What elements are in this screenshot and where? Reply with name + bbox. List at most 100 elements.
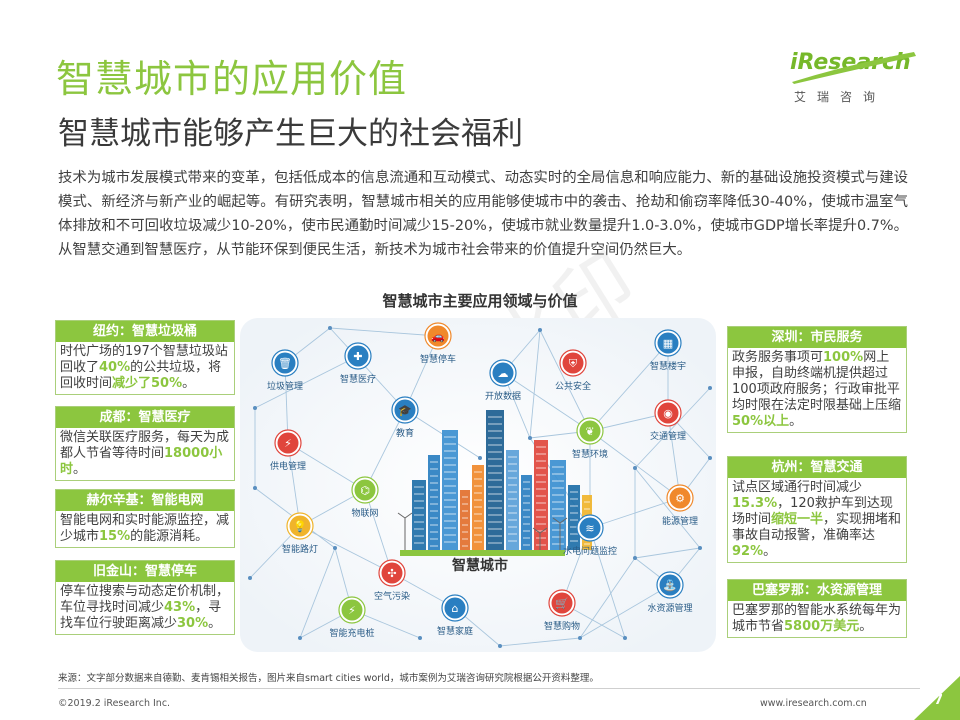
case-header: 旧金山：智慧停车 bbox=[56, 561, 234, 582]
cart-node: 🛒 智慧购物 bbox=[544, 589, 580, 632]
energy-node: ⚙ 能源管理 bbox=[662, 484, 698, 527]
footer-divider bbox=[58, 688, 920, 689]
case-card-shenzhen: 深圳：市民服务 政务服务事项可100%网上申报，自助终端机提供超过100项政府服… bbox=[727, 326, 907, 433]
node-label: 智慧环境 bbox=[572, 448, 608, 460]
data-node: ☁ 开放数据 bbox=[485, 359, 521, 402]
case-header: 纽约：智慧垃圾桶 bbox=[56, 321, 234, 342]
case-text: 微信关联医疗服务，每天为成都人节省等待时间18000小时。 bbox=[60, 430, 230, 477]
bulb-icon bbox=[289, 515, 311, 537]
graduation-cap-node: 🎓 教育 bbox=[391, 396, 419, 439]
case-card-sanfrancisco: 旧金山：智慧停车 停车位搜索与动态定价机制，车位寻找时间减少43%，寻找车位行驶… bbox=[55, 560, 235, 635]
case-card-barcelona: 巴塞罗那：水资源管理 巴塞罗那的智能水系统每年为城市节省5800万美元。 bbox=[727, 579, 907, 638]
leaf-icon bbox=[579, 420, 601, 442]
smart-city-diagram: 🗑 垃圾管理 ✚ 智慧医疗 🚗 智慧停车 ☁ 开放数据 ⛨ 公共安全 ▦ 智慧楼宇 🎓 教育 ◉ 交通管理 ⚡ 供… bbox=[240, 318, 716, 652]
iot-icon bbox=[354, 479, 376, 501]
logo-swoosh-icon bbox=[792, 52, 916, 84]
trash-icon bbox=[274, 352, 296, 374]
node-label: 教育 bbox=[396, 427, 414, 439]
case-card-helsinki: 赫尔辛基：智能电网 智能电网和实时能源监控，减少城市15%的能源消耗。 bbox=[55, 489, 235, 548]
shield-icon bbox=[562, 352, 584, 374]
building-node: ▦ 智慧楼宇 bbox=[650, 329, 686, 372]
node-label: 智慧购物 bbox=[544, 620, 580, 632]
faucet-icon bbox=[659, 574, 681, 596]
iresearch-logo: iResearch 艾瑞咨询 bbox=[790, 50, 920, 112]
water-power-icon bbox=[579, 517, 601, 539]
node-label: 能源管理 bbox=[662, 515, 698, 527]
page-title: 智慧城市的应用价值 bbox=[56, 57, 408, 101]
intro-paragraph: 技术为城市发展模式带来的变革，包括低成本的信息流通和互动模式、动态实时的全局信息… bbox=[58, 170, 908, 258]
case-header: 杭州：智慧交通 bbox=[728, 457, 906, 478]
camera-node: ◉ 交通管理 bbox=[650, 399, 686, 442]
graduation-cap-icon-glyph: 🎓 bbox=[398, 404, 412, 417]
page-subtitle: 智慧城市能够产生巨大的社会福利 bbox=[58, 116, 523, 152]
case-text: 试点区域通行时间减少15.3%，120救护车到达现场时间缩短一半，实现拥堵和事故… bbox=[732, 480, 902, 559]
bulb-icon-glyph: 💡 bbox=[293, 520, 307, 533]
page-corner-triangle bbox=[914, 676, 960, 720]
node-label: 水资源管理 bbox=[647, 602, 692, 614]
case-card-newyork: 纽约：智慧垃圾桶 时代广场的197个智慧垃圾站回收了40%的公共垃圾，将回收时间… bbox=[55, 320, 235, 395]
camera-icon-glyph: ◉ bbox=[663, 407, 673, 420]
water-power-icon-glyph: ≋ bbox=[585, 522, 594, 535]
node-label: 空气污染 bbox=[374, 590, 410, 602]
node-label: 交通管理 bbox=[650, 430, 686, 442]
data-icon-glyph: ☁ bbox=[498, 367, 509, 380]
case-text: 时代广场的197个智慧垃圾站回收了40%的公共垃圾，将回收时间减少了50%。 bbox=[60, 344, 228, 391]
case-text: 停车位搜索与动态定价机制，车位寻找时间减少43%，寻找车位行驶距离减少30%。 bbox=[60, 584, 230, 631]
home-icon-glyph: ⌂ bbox=[452, 602, 459, 615]
leaf-node: ❦ 智慧环境 bbox=[572, 417, 608, 460]
car-icon bbox=[427, 325, 449, 347]
node-label: 智慧停车 bbox=[420, 353, 456, 365]
fan-node: ✣ 空气污染 bbox=[374, 559, 410, 602]
copyright: ©2019.2 iResearch Inc. bbox=[58, 698, 171, 709]
diagram-center-label: 智慧城市 bbox=[451, 557, 508, 574]
home-node: ⌂ 智慧家庭 bbox=[437, 594, 473, 637]
fan-icon-glyph: ✣ bbox=[387, 567, 396, 580]
shield-icon-glyph: ⛨ bbox=[569, 357, 578, 370]
power-tower-icon bbox=[277, 432, 299, 454]
charger-node: ⚡ 智能充电桩 bbox=[329, 596, 375, 639]
car-icon-glyph: 🚗 bbox=[431, 330, 445, 343]
shield-node: ⛨ 公共安全 bbox=[555, 349, 591, 392]
home-icon bbox=[444, 597, 466, 619]
website-link[interactable]: www.iresearch.com.cn bbox=[760, 698, 867, 709]
power-tower-node: ⚡ 供电管理 bbox=[270, 429, 306, 472]
source-note: 来源：文字部分数据来自德勤、麦肯锡相关报告，图片来自smart cities w… bbox=[58, 673, 599, 684]
node-label: 开放数据 bbox=[485, 390, 521, 402]
node-label: 水电问题监控 bbox=[563, 545, 617, 557]
node-label: 物联网 bbox=[351, 507, 378, 519]
charger-icon-glyph: ⚡ bbox=[348, 604, 356, 617]
node-label: 智能路灯 bbox=[282, 543, 318, 555]
building-icon-glyph: ▦ bbox=[663, 337, 673, 350]
case-header: 巴塞罗那：水资源管理 bbox=[728, 580, 906, 601]
case-card-chengdu: 成都：智慧医疗 微信关联医疗服务，每天为成都人节省等待时间18000小时。 bbox=[55, 406, 235, 481]
page-number: 7 bbox=[934, 693, 944, 708]
car-node: 🚗 智慧停车 bbox=[420, 322, 456, 365]
energy-icon-glyph: ⚙ bbox=[675, 492, 685, 505]
charger-icon bbox=[341, 599, 363, 621]
iot-icon-glyph: ⌬ bbox=[360, 484, 370, 497]
trash-icon-glyph: 🗑 bbox=[278, 357, 292, 370]
fan-icon bbox=[381, 562, 403, 584]
node-label: 智慧楼宇 bbox=[650, 360, 686, 372]
faucet-node: ⛲ 水资源管理 bbox=[647, 571, 693, 614]
node-label: 供电管理 bbox=[270, 460, 306, 472]
diagram-title: 智慧城市主要应用领域与价值 bbox=[382, 292, 578, 310]
case-text: 巴塞罗那的智能水系统每年为城市节省5800万美元。 bbox=[732, 603, 902, 634]
trash-node: 🗑 垃圾管理 bbox=[267, 349, 303, 392]
iot-node: ⌬ 物联网 bbox=[351, 476, 379, 519]
bulb-node: 💡 智能路灯 bbox=[282, 512, 318, 555]
medical-node: ✚ 智慧医疗 bbox=[340, 342, 376, 385]
logo-chinese: 艾瑞咨询 bbox=[794, 90, 887, 104]
faucet-icon-glyph: ⛲ bbox=[663, 579, 677, 592]
case-card-hangzhou: 杭州：智慧交通 试点区域通行时间减少15.3%，120救护车到达现场时间缩短一半… bbox=[727, 456, 907, 563]
case-text: 智能电网和实时能源监控，减少城市15%的能源消耗。 bbox=[60, 513, 230, 544]
energy-icon bbox=[669, 487, 691, 509]
node-label: 智慧家庭 bbox=[437, 625, 473, 637]
node-label: 智慧医疗 bbox=[340, 373, 376, 385]
camera-icon bbox=[657, 402, 679, 424]
node-label: 公共安全 bbox=[555, 380, 591, 392]
building-icon bbox=[657, 332, 679, 354]
cart-icon bbox=[551, 592, 573, 614]
water-power-node: ≋ 水电问题监控 bbox=[563, 514, 617, 557]
case-header: 赫尔辛基：智能电网 bbox=[56, 490, 234, 511]
